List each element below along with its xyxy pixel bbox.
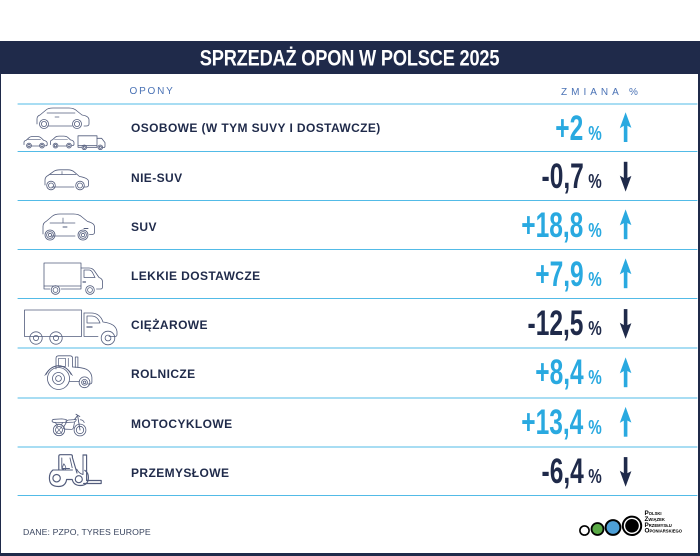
svg-text:PRZEMYSŁU: PRZEMYSŁU (645, 522, 672, 529)
svg-text:POLSKI: POLSKI (645, 510, 662, 517)
svg-text:ZWIĄZEK: ZWIĄZEK (645, 516, 665, 523)
svg-text:OPONIARSKIEGO: OPONIARSKIEGO (645, 528, 683, 535)
